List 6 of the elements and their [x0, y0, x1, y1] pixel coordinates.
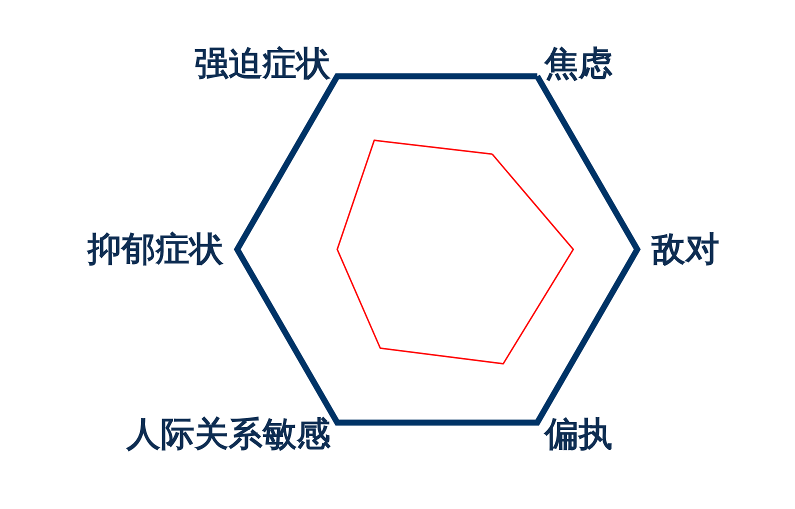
spoke-label: 人际关系敏感: [125, 414, 332, 455]
spoke-label: 强迫症状: [194, 44, 332, 84]
spoke-label: 抑郁症状: [86, 229, 224, 270]
spoke-label: 敌对: [650, 229, 720, 270]
spoke-label: 偏执: [542, 414, 612, 455]
spoke-label: 焦虑: [543, 44, 614, 84]
